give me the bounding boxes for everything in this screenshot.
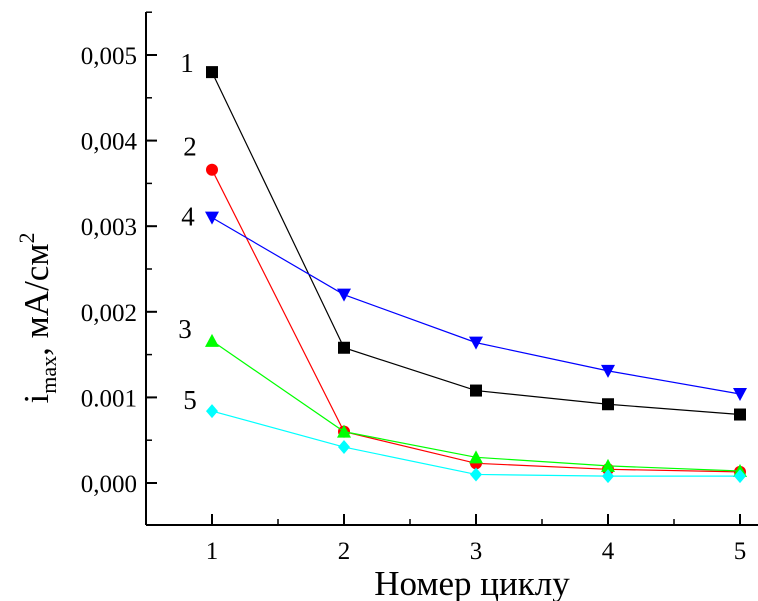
- data-point: [338, 341, 350, 354]
- y-tick-label: 0,000: [81, 471, 137, 498]
- y-axis-title-unit: , мА/см: [17, 244, 56, 356]
- x-tick-label: 1: [206, 538, 219, 565]
- data-point: [734, 469, 746, 484]
- y-axis-title-superscript: 2: [14, 233, 39, 244]
- data-point: [206, 66, 218, 79]
- data-point: [337, 424, 351, 438]
- series-line: [211, 217, 741, 395]
- y-tick-label: 0,005: [81, 43, 137, 70]
- x-tick-label: 4: [602, 538, 615, 565]
- curve-label-1: 1: [180, 48, 194, 78]
- data-point: [602, 469, 614, 484]
- series-5: [206, 404, 746, 484]
- data-point: [338, 440, 350, 455]
- y-tick-label: 0.001: [81, 385, 137, 412]
- data-point: [337, 288, 351, 302]
- series-1: [206, 66, 746, 421]
- labels-layer: 1 2 3 4 5: [178, 48, 197, 415]
- y-tick-label: 0,003: [81, 214, 137, 241]
- axes: 0,000 0.001 0,002 0,003 0,004 0,005 1 2 3 4 5: [81, 11, 758, 565]
- x-tick-label: 3: [470, 538, 483, 565]
- curve-label-3: 3: [178, 314, 192, 344]
- series-line: [211, 71, 741, 416]
- y-axis-title: imax, мА/см2: [14, 233, 61, 404]
- data-point: [470, 384, 482, 397]
- curve-label-5: 5: [183, 385, 197, 415]
- data-point: [205, 211, 219, 225]
- y-axis-title-base: i: [17, 393, 56, 403]
- x-tick-label: 5: [734, 538, 747, 565]
- series-layer: [205, 66, 747, 484]
- data-point: [601, 364, 615, 378]
- curve-label-2: 2: [183, 132, 197, 162]
- data-point: [206, 163, 218, 176]
- y-tick-label: 0,004: [81, 129, 138, 156]
- y-axis-title-subscript: max: [36, 356, 61, 394]
- x-tick-label: 2: [338, 538, 351, 565]
- series-2: [206, 163, 746, 478]
- data-point: [205, 333, 219, 347]
- data-point: [733, 387, 747, 401]
- curve-label-4: 4: [181, 202, 195, 232]
- data-point: [734, 408, 746, 421]
- series-3: [205, 333, 747, 478]
- data-point: [469, 450, 483, 464]
- data-point: [470, 467, 482, 482]
- y-tick-label: 0,002: [81, 300, 137, 327]
- data-point: [206, 404, 218, 419]
- x-axis-title: Номер циклу: [374, 564, 570, 601]
- series-4: [205, 211, 747, 401]
- data-point: [469, 336, 483, 350]
- series-line: [211, 169, 741, 473]
- data-point: [602, 398, 614, 411]
- data-point: [601, 458, 615, 472]
